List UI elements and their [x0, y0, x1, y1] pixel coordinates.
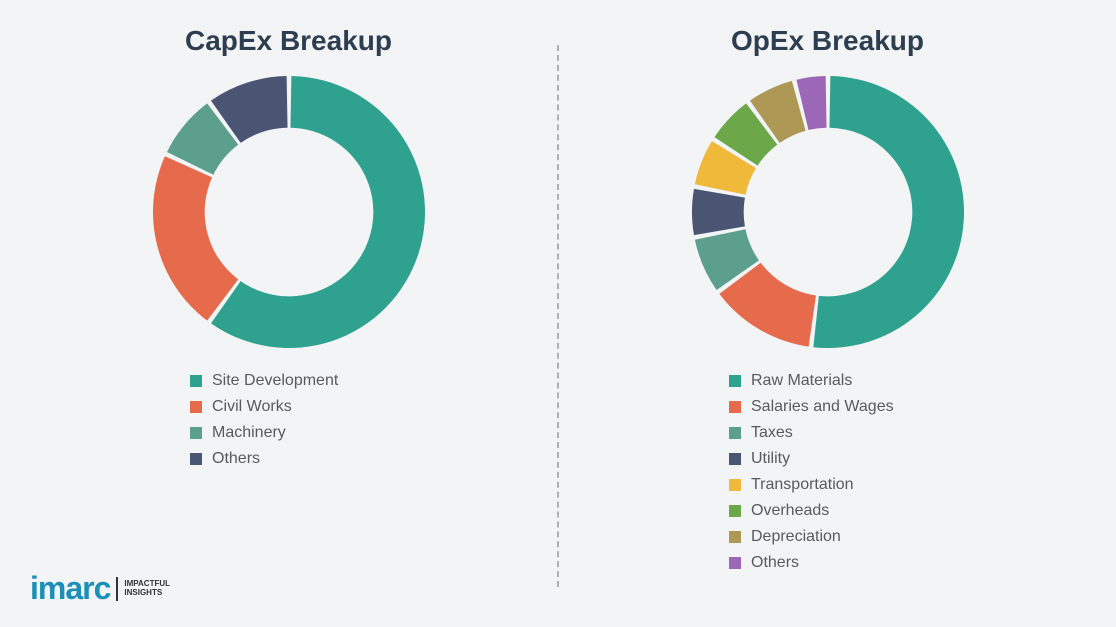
legend-label: Raw Materials [751, 372, 852, 390]
legend-swatch [729, 531, 741, 543]
logo-tag-line1: IMPACTFUL [124, 579, 170, 588]
charts-container: CapEx Breakup Site Development Civil Work… [0, 0, 1116, 627]
legend-label: Machinery [212, 424, 286, 442]
legend-swatch [729, 557, 741, 569]
legend-label: Site Development [212, 372, 338, 390]
legend-item: Machinery [190, 424, 338, 442]
opex-legend: Raw Materials Salaries and Wages Taxes Util… [729, 372, 894, 580]
legend-label: Civil Works [212, 398, 292, 416]
legend-item: Taxes [729, 424, 894, 442]
capex-donut [149, 72, 429, 352]
legend-label: Salaries and Wages [751, 398, 894, 416]
capex-legend: Site Development Civil Works Machinery Othe… [190, 372, 338, 476]
brand-logo: imarc IMPACTFUL INSIGHTS [30, 570, 170, 607]
legend-item: Site Development [190, 372, 338, 390]
legend-swatch [190, 401, 202, 413]
legend-swatch [729, 479, 741, 491]
legend-item: Others [190, 450, 338, 468]
legend-swatch [190, 375, 202, 387]
panel-divider [557, 45, 559, 587]
logo-divider-bar [116, 577, 118, 601]
legend-swatch [190, 453, 202, 465]
legend-item: Civil Works [190, 398, 338, 416]
logo-text: imarc [30, 570, 110, 607]
donut-segment [152, 156, 237, 320]
legend-item: Raw Materials [729, 372, 894, 390]
capex-panel: CapEx Breakup Site Development Civil Work… [40, 25, 537, 607]
donut-segment [813, 76, 964, 348]
legend-item: Transportation [729, 476, 894, 494]
legend-item: Utility [729, 450, 894, 468]
logo-tagline: IMPACTFUL INSIGHTS [124, 580, 170, 598]
donut-segment [692, 189, 745, 235]
legend-label: Overheads [751, 502, 829, 520]
legend-item: Others [729, 554, 894, 572]
capex-title: CapEx Breakup [185, 25, 392, 57]
legend-item: Overheads [729, 502, 894, 520]
legend-swatch [729, 427, 741, 439]
logo-tag-line2: INSIGHTS [124, 588, 162, 597]
opex-donut [688, 72, 968, 352]
legend-label: Transportation [751, 476, 854, 494]
legend-label: Taxes [751, 424, 793, 442]
legend-swatch [729, 453, 741, 465]
legend-label: Others [212, 450, 260, 468]
opex-panel: OpEx Breakup Raw Materials Salaries and W… [579, 25, 1076, 607]
legend-swatch [729, 401, 741, 413]
legend-item: Depreciation [729, 528, 894, 546]
legend-swatch [729, 505, 741, 517]
opex-title: OpEx Breakup [731, 25, 924, 57]
legend-label: Depreciation [751, 528, 841, 546]
legend-label: Others [751, 554, 799, 572]
legend-label: Utility [751, 450, 790, 468]
legend-swatch [729, 375, 741, 387]
legend-swatch [190, 427, 202, 439]
legend-item: Salaries and Wages [729, 398, 894, 416]
